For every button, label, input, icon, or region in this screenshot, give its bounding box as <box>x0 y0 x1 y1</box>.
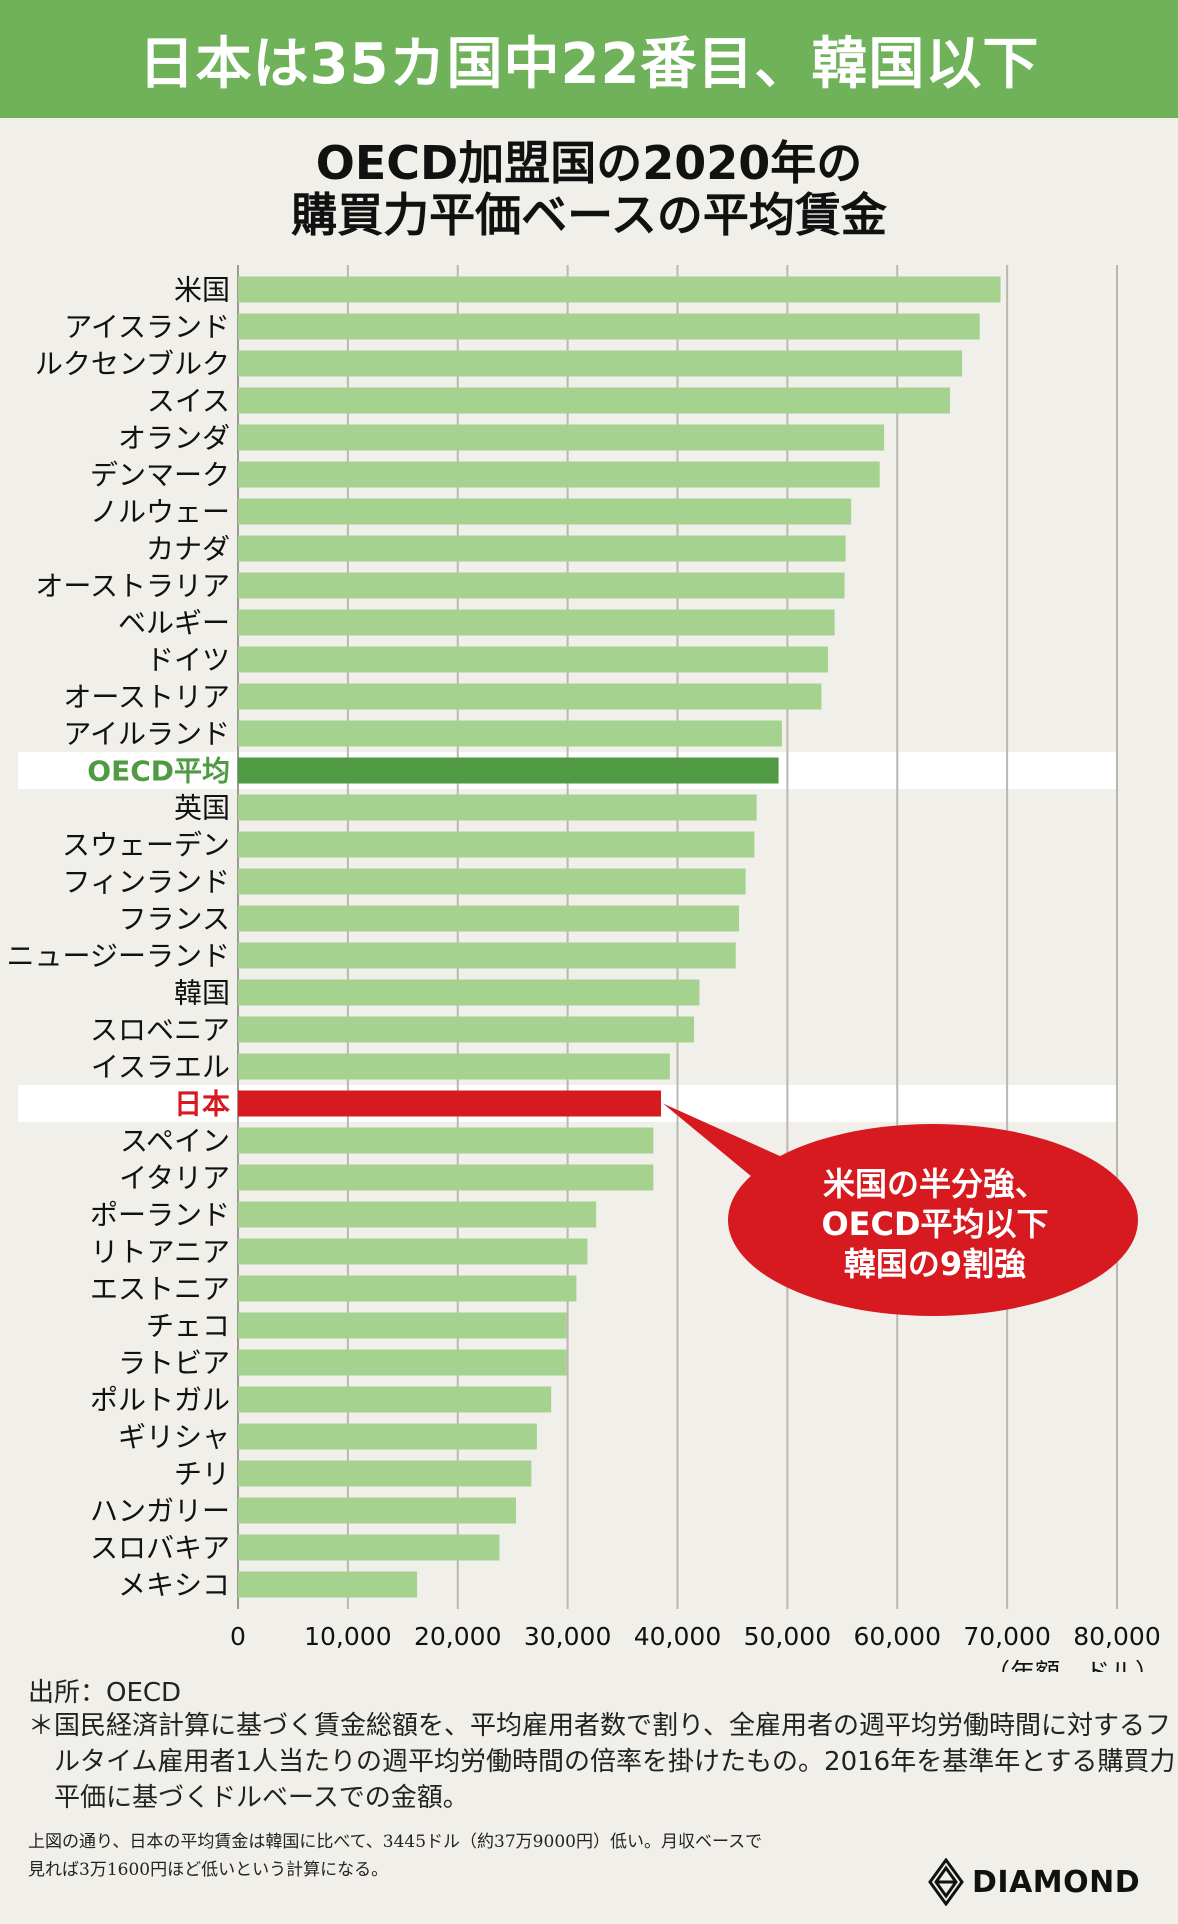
footnote-line-2: 見れば3万1600円ほど低いという計算になる。 <box>28 1860 389 1880</box>
x-tick-label: 30,000 <box>524 1622 611 1651</box>
category-label: オーストラリア <box>35 570 230 603</box>
category-label: スイス <box>147 385 230 418</box>
x-tick-label: 50,000 <box>744 1622 831 1651</box>
bar <box>238 313 980 340</box>
x-tick-label: 60,000 <box>854 1622 941 1651</box>
diamond-logo-icon <box>928 1858 964 1906</box>
category-label: デンマーク <box>90 459 230 492</box>
headline-banner: 日本は35カ国中22番目、韓国以下 <box>0 0 1178 118</box>
methodology-note: ＊国民経済計算に基づく賃金総額を、平均雇用者数で割り、全雇用者の週平均労働時間に… <box>28 1711 1176 1813</box>
bar <box>238 1349 567 1376</box>
bar <box>238 1053 670 1080</box>
bar <box>238 1423 537 1450</box>
bar <box>238 498 852 525</box>
bar <box>238 794 757 821</box>
bar <box>238 646 829 673</box>
bar <box>238 1571 418 1598</box>
chart-title-line-2: 購買力平価ベースの平均賃金 <box>291 188 887 242</box>
bar <box>238 572 845 599</box>
x-tick-label: 40,000 <box>634 1622 721 1651</box>
bar <box>238 1127 654 1154</box>
x-tick-label: 70,000 <box>963 1622 1050 1651</box>
bar <box>238 1386 552 1413</box>
category-label: カナダ <box>146 533 230 566</box>
category-label: スロバキア <box>90 1532 230 1565</box>
category-label: ポルトガル <box>90 1384 230 1417</box>
category-label: スロベニア <box>90 1014 230 1047</box>
category-label: 米国 <box>174 274 230 307</box>
bar <box>238 276 1001 303</box>
bar <box>238 1238 588 1265</box>
chart-title-line-1: OECD加盟国の2020年の <box>315 136 863 190</box>
category-label: イタリア <box>119 1162 230 1195</box>
bar-chart: 米国アイスランドルクセンブルクスイスオランダデンマークノルウェーカナダオーストラ… <box>7 265 1161 1672</box>
bar <box>238 1460 532 1487</box>
bar <box>238 1534 500 1561</box>
category-label: フランス <box>119 903 230 936</box>
callout-bubble <box>728 1124 1138 1316</box>
footnote: 上図の通り、日本の平均賃金は韓国に比べて、3445ドル（約37万9000円）低い… <box>28 1828 928 1884</box>
category-label: OECD平均 <box>87 755 230 788</box>
category-label: オーストリア <box>63 681 230 714</box>
category-label: スウェーデン <box>62 829 230 862</box>
category-label: ラトビア <box>118 1347 230 1380</box>
category-label: ドイツ <box>146 644 230 677</box>
category-label: オランダ <box>118 422 230 455</box>
category-label: 日本 <box>174 1088 230 1121</box>
category-label: フィンランド <box>63 866 230 899</box>
category-label: ベルギー <box>118 607 230 640</box>
category-label: メキシコ <box>118 1569 230 1602</box>
category-label: リトアニア <box>91 1236 230 1269</box>
bar <box>238 424 885 451</box>
bar <box>238 1201 597 1228</box>
footnote-line-1: 上図の通り、日本の平均賃金は韓国に比べて、3445ドル（約37万9000円）低い… <box>28 1832 763 1852</box>
bar <box>238 609 835 636</box>
bar <box>238 461 880 488</box>
category-label: イスラエル <box>91 1051 230 1084</box>
x-tick-label: 20,000 <box>414 1622 501 1651</box>
category-label: アイルランド <box>63 718 230 751</box>
bar <box>238 979 700 1006</box>
category-label: ギリシャ <box>118 1421 230 1454</box>
bar <box>238 387 950 414</box>
unit-label: （年額、ドル） <box>985 1658 1160 1672</box>
category-label: ルクセンブルク <box>35 348 230 381</box>
x-tick-label: 0 <box>230 1622 246 1651</box>
bar <box>238 831 755 858</box>
bar <box>238 350 963 377</box>
category-label: ハンガリー <box>90 1495 230 1528</box>
logo-text: DIAMOND <box>972 1864 1141 1900</box>
diamond-logo: DIAMOND <box>928 1858 1140 1906</box>
category-label: アイスランド <box>64 311 230 344</box>
category-label: 韓国 <box>174 977 230 1010</box>
category-label: ニュージーランド <box>7 940 230 973</box>
headline-text: 日本は35カ国中22番目、韓国以下 <box>138 31 1040 97</box>
bar <box>238 1016 694 1043</box>
source-text: 出所：OECD <box>28 1678 182 1708</box>
category-label: 英国 <box>174 792 230 825</box>
bar <box>238 942 736 969</box>
bar <box>238 1164 654 1191</box>
bar <box>238 1312 567 1339</box>
bar <box>238 720 782 747</box>
callout-text: 韓国の9割強 <box>844 1245 1026 1283</box>
x-tick-label: 10,000 <box>304 1622 391 1651</box>
bar <box>238 1275 577 1302</box>
bar <box>238 757 779 784</box>
category-label: チェコ <box>146 1310 230 1343</box>
x-tick-label: 80,000 <box>1073 1622 1160 1651</box>
category-label: スペイン <box>120 1125 230 1158</box>
bar <box>238 905 740 932</box>
bar <box>238 535 846 562</box>
callout-text: OECD平均以下 <box>821 1205 1048 1243</box>
category-label: エストニア <box>90 1273 230 1306</box>
category-label: ポーランド <box>90 1199 230 1232</box>
bar <box>238 1090 662 1117</box>
bar <box>238 868 746 895</box>
callout-text: 米国の半分強、 <box>823 1165 1047 1203</box>
category-label: チリ <box>174 1458 230 1491</box>
bar <box>238 1497 516 1524</box>
bar <box>238 683 822 710</box>
category-label: ノルウェー <box>90 496 230 529</box>
